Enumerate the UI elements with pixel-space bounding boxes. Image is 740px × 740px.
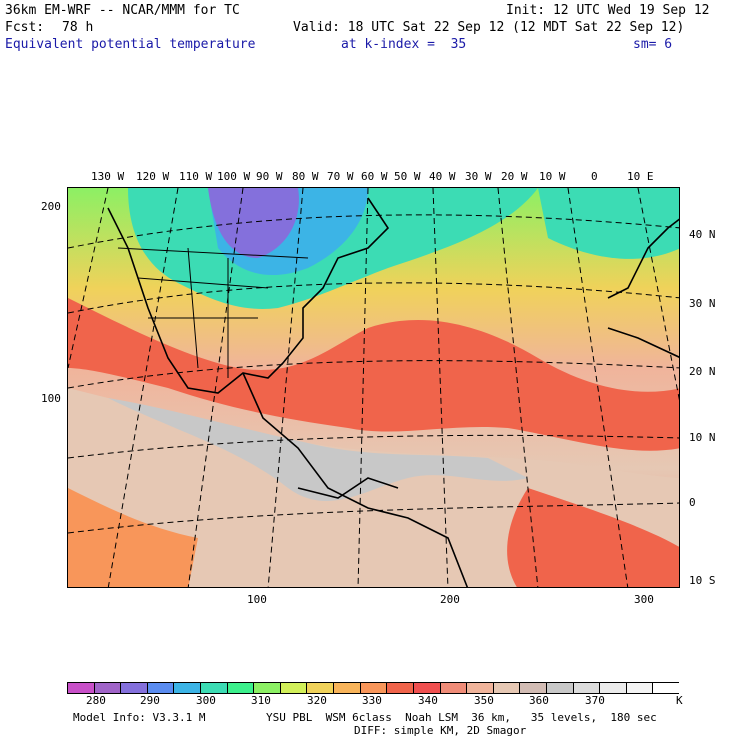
colorbar-swatch (226, 682, 254, 694)
colorbar-label: 290 (140, 694, 160, 707)
lon-label: 60 W (361, 170, 388, 183)
map-graphic (68, 188, 679, 587)
lat-label: 40 N (689, 228, 716, 241)
grid-label-x: 100 (247, 593, 267, 606)
colorbar-swatch (492, 682, 520, 694)
theta-e-map (67, 187, 680, 588)
grid-label-x: 300 (634, 593, 654, 606)
colorbar-swatch (173, 682, 201, 694)
colorbar-label: 310 (251, 694, 271, 707)
forecast-label: Fcst: (5, 20, 45, 35)
colorbar-swatch (652, 682, 680, 694)
warm-band (68, 298, 679, 451)
lon-label: 10 E (627, 170, 654, 183)
init-time: Init: 12 UTC Wed 19 Sep 12 (506, 3, 710, 18)
lon-label: 0 (591, 170, 598, 183)
lon-label: 50 W (394, 170, 421, 183)
lat-label: 20 N (689, 365, 716, 378)
lon-label: 120 W (136, 170, 170, 183)
lon-label: 100 W (217, 170, 251, 183)
colorbar-swatch (599, 682, 627, 694)
colorbar-swatch (279, 682, 307, 694)
colorbar-swatch (625, 682, 653, 694)
ne-cool-region (538, 188, 679, 259)
colorbar-swatch (67, 682, 95, 694)
smoothing: sm= 6 (633, 37, 673, 52)
lon-label: 20 W (501, 170, 528, 183)
colorbar-label: 280 (86, 694, 106, 707)
colorbar-label: 320 (307, 694, 327, 707)
colorbar-swatch (519, 682, 547, 694)
colorbar-swatch (412, 682, 440, 694)
colorbar-swatch (333, 682, 361, 694)
colorbar-label: 330 (362, 694, 382, 707)
field-name: Equivalent potential temperature (5, 37, 256, 52)
moist-region (108, 398, 528, 501)
model-info: Model Info: V3.3.1 M (73, 711, 206, 724)
lon-label: 130 W (91, 170, 125, 183)
colorbar-swatch (146, 682, 174, 694)
lon-label: 30 W (465, 170, 492, 183)
grid-label-x: 200 (440, 593, 460, 606)
colorbar-swatch (466, 682, 494, 694)
lat-label: 10 N (689, 431, 716, 444)
lon-label: 80 W (292, 170, 319, 183)
lat-label: 30 N (689, 297, 716, 310)
lon-label: 90 W (256, 170, 283, 183)
colorbar-swatch (120, 682, 148, 694)
coastlines (107, 197, 679, 587)
colorbar-label: 350 (474, 694, 494, 707)
lat-label: 10 S (689, 574, 716, 587)
colorbar-swatch (439, 682, 467, 694)
colorbar-swatch (306, 682, 334, 694)
colorbar-swatch (253, 682, 281, 694)
colorbar-label: 360 (529, 694, 549, 707)
colorbar-swatch (200, 682, 228, 694)
colorbar-label: 300 (196, 694, 216, 707)
forecast-hour: 78 h (62, 20, 94, 35)
colorbar-label: 370 (585, 694, 605, 707)
diffusion-info: DIFF: simple KM, 2D Smagor (354, 724, 527, 737)
lon-label: 110 W (179, 170, 213, 183)
valid-time: Valid: 18 UTC Sat 22 Sep 12 (12 MDT Sat … (293, 20, 685, 35)
colorbar-swatch (359, 682, 387, 694)
colorbar-units: K (676, 694, 683, 707)
colorbar-label: 340 (418, 694, 438, 707)
lat-label: 0 (689, 496, 696, 509)
physics-info: YSU PBL WSM 6class Noah LSM 36 km, 35 le… (266, 711, 657, 724)
lon-label: 70 W (327, 170, 354, 183)
se-warm-region (507, 488, 679, 587)
sw-warm-region (68, 488, 198, 587)
model-title: 36km EM-WRF -- NCAR/MMM for TC (5, 3, 240, 18)
colorbar-swatch (93, 682, 121, 694)
colorbar-swatch (572, 682, 600, 694)
coldest-core (208, 188, 299, 258)
lon-label: 40 W (429, 170, 456, 183)
borders (117, 247, 309, 378)
level-index: at k-index = 35 (341, 37, 467, 52)
colorbar-swatch (545, 682, 574, 694)
grid-label-y: 200 (41, 200, 61, 213)
grid-label-y: 100 (41, 392, 61, 405)
graticule (68, 188, 679, 587)
lon-label: 10 W (539, 170, 566, 183)
colorbar-swatch (386, 682, 414, 694)
